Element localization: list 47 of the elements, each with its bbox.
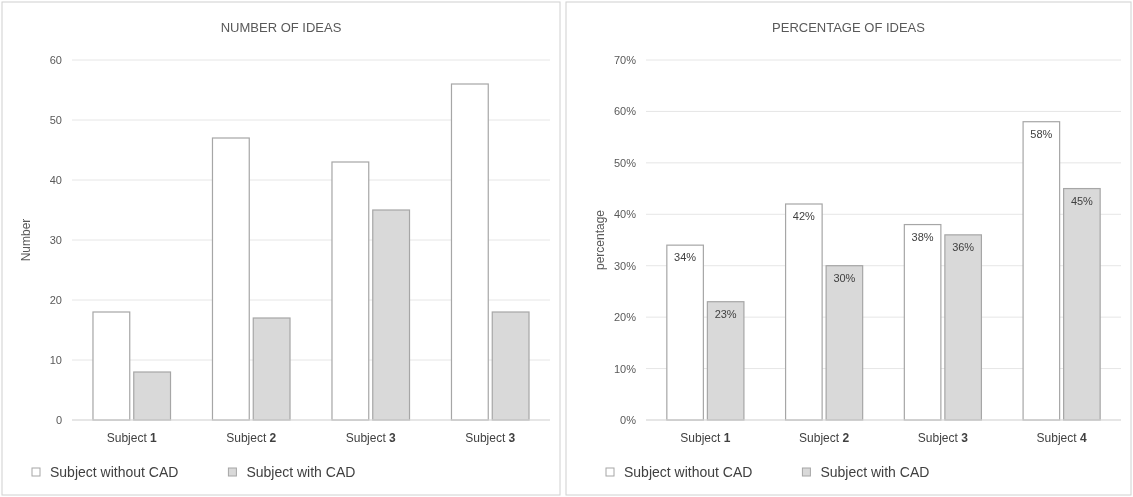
bar bbox=[211, 137, 250, 421]
data-label: 58% bbox=[1030, 127, 1053, 140]
x-tick-label: Subject 2 bbox=[226, 431, 277, 445]
bar bbox=[450, 83, 489, 421]
legend-label: Subject with CAD bbox=[246, 464, 356, 480]
data-label: 42% bbox=[792, 210, 816, 222]
legend-label: Subject without CAD bbox=[50, 464, 179, 480]
y-tick-label: 60% bbox=[613, 105, 637, 118]
chart-title: NUMBER OF IDEAS bbox=[220, 20, 342, 35]
x-tick-label: Subject 1 bbox=[680, 431, 731, 445]
x-tick-label: Subject 4 bbox=[1036, 431, 1087, 445]
bar bbox=[92, 311, 131, 421]
x-tick-label: Subject 3 bbox=[917, 431, 969, 445]
y-tick-label: 70% bbox=[613, 54, 637, 67]
x-tick-label: Subject 1 bbox=[106, 431, 158, 445]
data-label: 36% bbox=[952, 240, 975, 253]
data-label: 23% bbox=[714, 307, 737, 320]
y-tick-label: 50% bbox=[613, 156, 637, 169]
legend-label: Subject with CAD bbox=[820, 464, 930, 480]
y-tick-label: 20 bbox=[49, 294, 62, 307]
bar bbox=[903, 223, 942, 421]
y-tick-label: 30% bbox=[613, 259, 637, 272]
y-tick-label: 30 bbox=[49, 234, 62, 247]
chart-title: PERCENTAGE OF IDEAS bbox=[772, 20, 926, 35]
x-tick-label: Subject 3 bbox=[465, 431, 516, 445]
data-label: 34% bbox=[674, 251, 697, 264]
bar bbox=[1022, 121, 1061, 421]
x-tick-label: Subject 3 bbox=[345, 431, 397, 445]
y-tick-label: 10% bbox=[613, 362, 637, 375]
y-tick-label: 50 bbox=[49, 114, 62, 127]
x-tick-label: Subject 2 bbox=[799, 431, 850, 445]
y-tick-label: 10 bbox=[49, 354, 62, 367]
y-tick-label: 40% bbox=[613, 208, 637, 221]
data-label: 30% bbox=[833, 271, 856, 284]
y-tick-label: 0% bbox=[620, 414, 637, 427]
data-label: 38% bbox=[911, 230, 934, 243]
bar bbox=[784, 203, 823, 421]
y-tick-label: 20% bbox=[613, 311, 637, 324]
bar bbox=[331, 161, 370, 421]
y-tick-label: 40 bbox=[49, 174, 62, 187]
y-tick-label: 0 bbox=[55, 414, 62, 427]
y-axis-title: percentage bbox=[593, 209, 607, 271]
data-label: 45% bbox=[1070, 194, 1094, 207]
legend-label: Subject without CAD bbox=[624, 464, 753, 480]
bar bbox=[666, 244, 704, 421]
y-axis-title: Number bbox=[19, 218, 33, 262]
y-tick-label: 60 bbox=[49, 54, 62, 67]
